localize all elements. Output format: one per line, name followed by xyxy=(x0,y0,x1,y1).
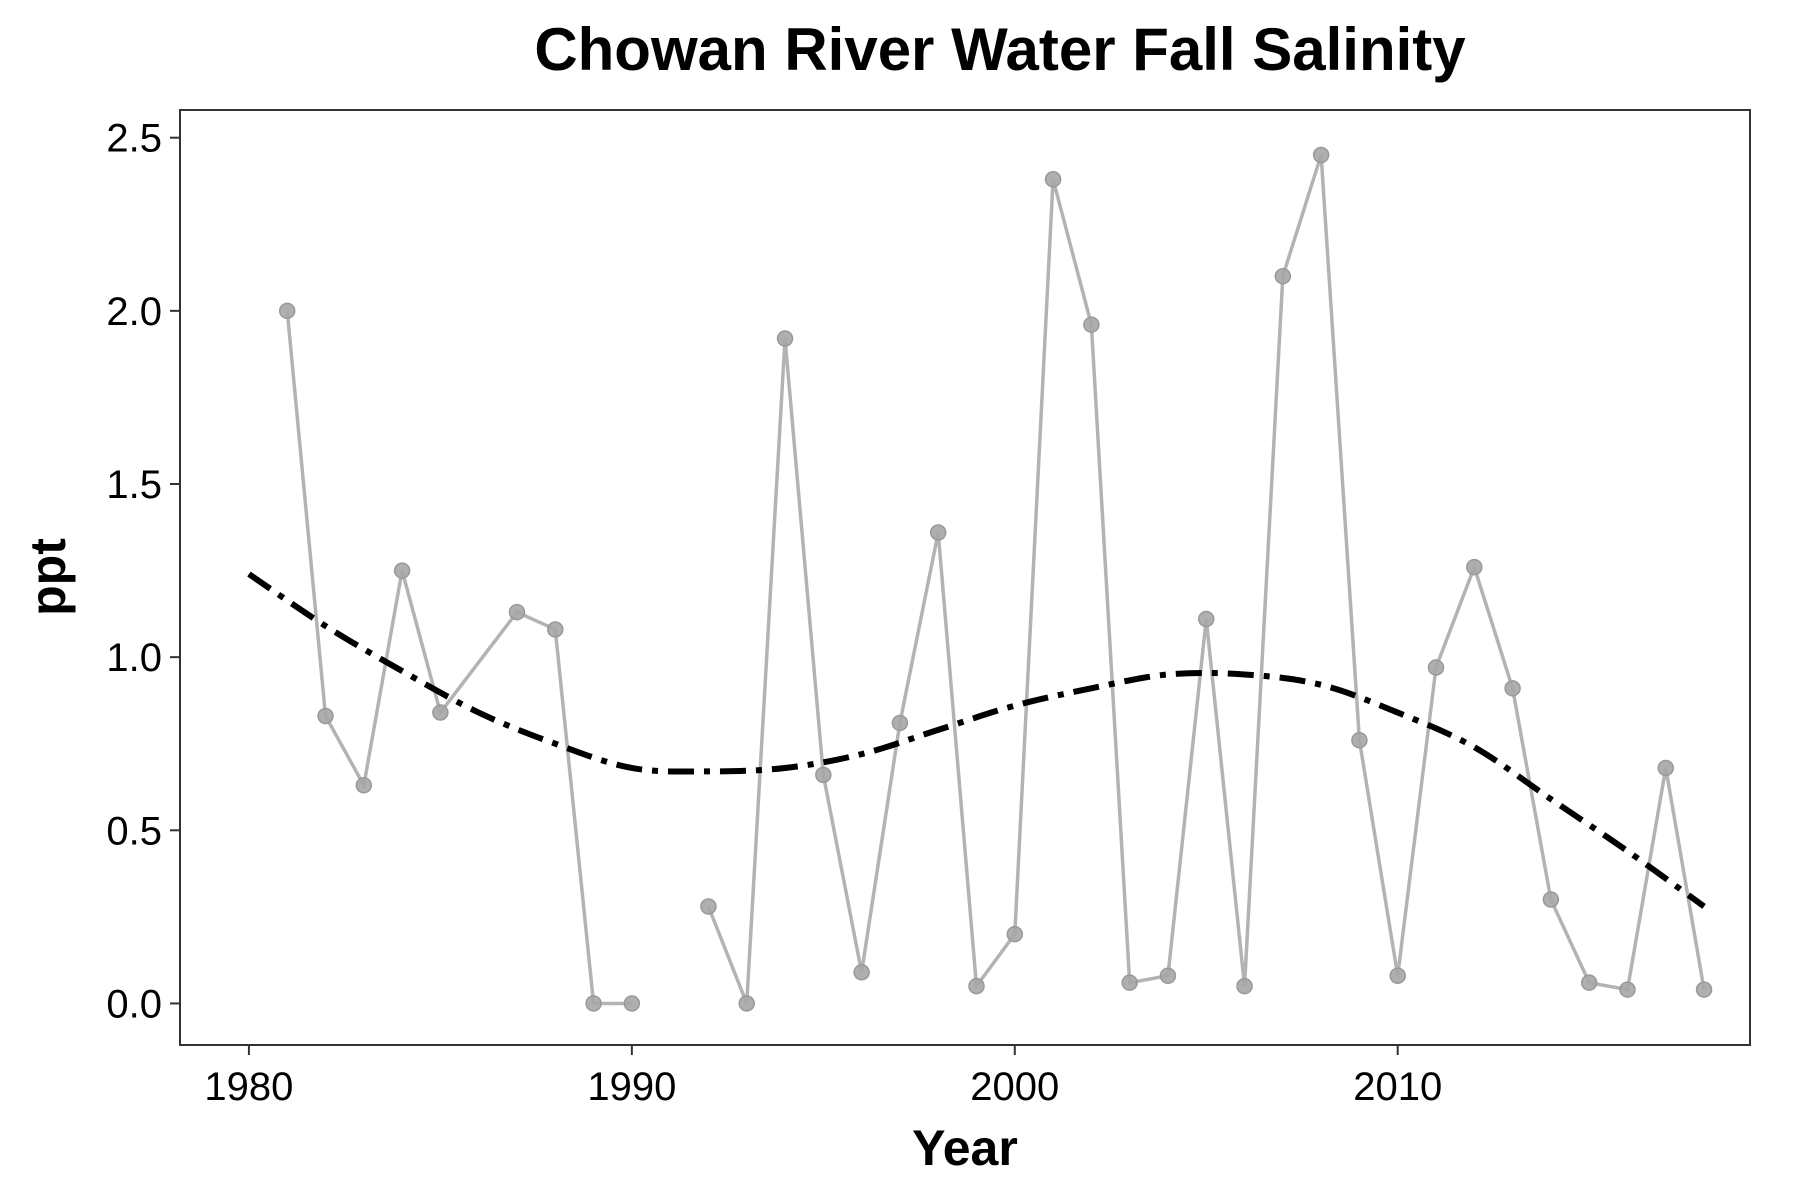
x-axis: 1980 1990 2000 2010 xyxy=(204,1045,1442,1109)
data-point xyxy=(929,524,947,541)
data-point xyxy=(1044,171,1062,188)
data-point xyxy=(393,562,411,579)
data-point xyxy=(700,898,717,915)
data-point xyxy=(776,330,794,347)
data-point xyxy=(1466,558,1483,576)
data-point xyxy=(815,766,832,784)
data-point xyxy=(317,707,334,725)
data-point xyxy=(1351,732,1368,749)
data-point xyxy=(1619,981,1636,998)
y-axis: 0.0 0.5 1.0 1.5 2.0 2.5 xyxy=(106,117,180,1026)
x-tick-label: 1980 xyxy=(204,1065,293,1109)
data-point xyxy=(738,995,755,1012)
y-tick-label: 1.5 xyxy=(106,463,162,507)
data-point xyxy=(1657,759,1675,777)
observed-salinity-series xyxy=(278,146,1713,1012)
data-point xyxy=(968,977,985,995)
data-point xyxy=(1197,610,1215,628)
y-tick-label: 0.0 xyxy=(106,982,162,1026)
y-tick-label: 0.5 xyxy=(106,809,162,853)
data-point xyxy=(1504,680,1521,697)
data-point xyxy=(1274,267,1292,285)
data-point xyxy=(1312,146,1330,164)
data-point xyxy=(1236,977,1253,995)
data-point xyxy=(1695,981,1713,998)
x-axis-title: Year xyxy=(912,1120,1018,1176)
y-tick-label: 2.5 xyxy=(106,117,162,161)
data-point xyxy=(1083,316,1100,333)
plot-panel-border xyxy=(179,109,1751,1046)
data-point xyxy=(1006,925,1024,943)
x-tick-label: 1990 xyxy=(587,1065,676,1109)
data-point xyxy=(355,777,373,794)
data-point xyxy=(1427,659,1445,676)
data-point xyxy=(891,714,909,732)
x-tick-label: 2010 xyxy=(1353,1065,1442,1109)
data-point xyxy=(432,704,449,721)
data-point xyxy=(585,995,602,1012)
data-point xyxy=(1389,967,1406,984)
x-tick-label: 2000 xyxy=(970,1065,1059,1109)
data-point xyxy=(1580,974,1598,991)
trend-line xyxy=(247,571,1706,909)
observed-line-segment xyxy=(285,310,632,1006)
data-point xyxy=(1159,967,1177,984)
trend-series xyxy=(247,571,1706,909)
y-tick-label: 2.0 xyxy=(106,290,162,334)
data-point xyxy=(1121,974,1138,991)
observed-line-segment xyxy=(706,154,1706,1005)
data-point xyxy=(278,302,296,320)
data-point xyxy=(623,995,641,1012)
y-axis-title: ppt xyxy=(20,538,76,616)
y-tick-label: 1.0 xyxy=(106,636,162,680)
data-point xyxy=(547,621,564,638)
data-point xyxy=(508,603,526,621)
chart-title: Chowan River Water Fall Salinity xyxy=(534,16,1466,83)
data-point xyxy=(853,964,870,981)
data-point xyxy=(1542,891,1560,908)
